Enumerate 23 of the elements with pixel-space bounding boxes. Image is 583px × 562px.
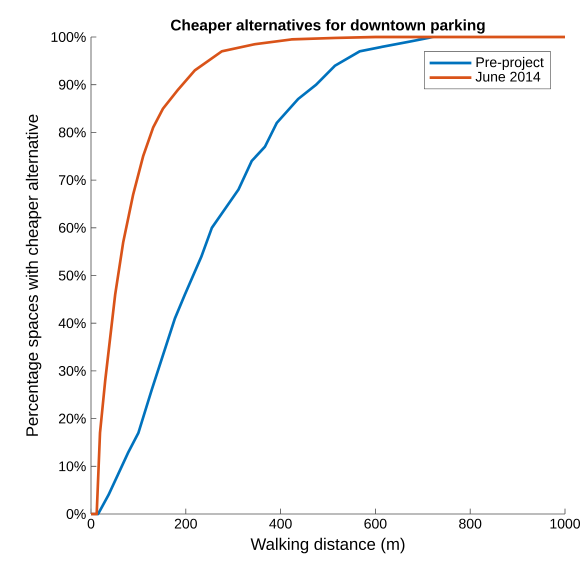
y-tick-label: 0% xyxy=(66,509,86,519)
x-tick-label: 0 xyxy=(88,518,94,529)
y-tick-label: 10% xyxy=(59,461,86,472)
y-tick-label: 70% xyxy=(58,175,86,186)
y-tick-label: 90% xyxy=(58,80,86,90)
x-tick-label: 400 xyxy=(269,518,292,529)
x-tick-label: 800 xyxy=(459,518,482,529)
chart-title: Cheaper alternatives for downtown parking xyxy=(171,19,485,34)
x-axis-title: Walking distance (m) xyxy=(250,538,404,554)
y-tick-label: 80% xyxy=(58,127,86,138)
legend-label: Pre-project xyxy=(476,56,544,70)
y-tick-label: 20% xyxy=(58,414,86,424)
line-series xyxy=(90,36,566,516)
legend-label: June 2014 xyxy=(476,72,540,82)
y-tick-label: 100% xyxy=(52,32,86,42)
x-tick-label: 200 xyxy=(174,518,197,529)
y-tick-label: 30% xyxy=(58,366,86,376)
y-tick-label: 40% xyxy=(58,318,86,328)
x-tick-label: 600 xyxy=(364,518,387,529)
y-tick-label: 60% xyxy=(58,222,86,233)
y-tick-label: 50% xyxy=(58,270,86,280)
y-axis-title: Percentage spaces with cheaper alternative xyxy=(26,114,42,436)
x-tick-label: 1000 xyxy=(550,518,580,529)
